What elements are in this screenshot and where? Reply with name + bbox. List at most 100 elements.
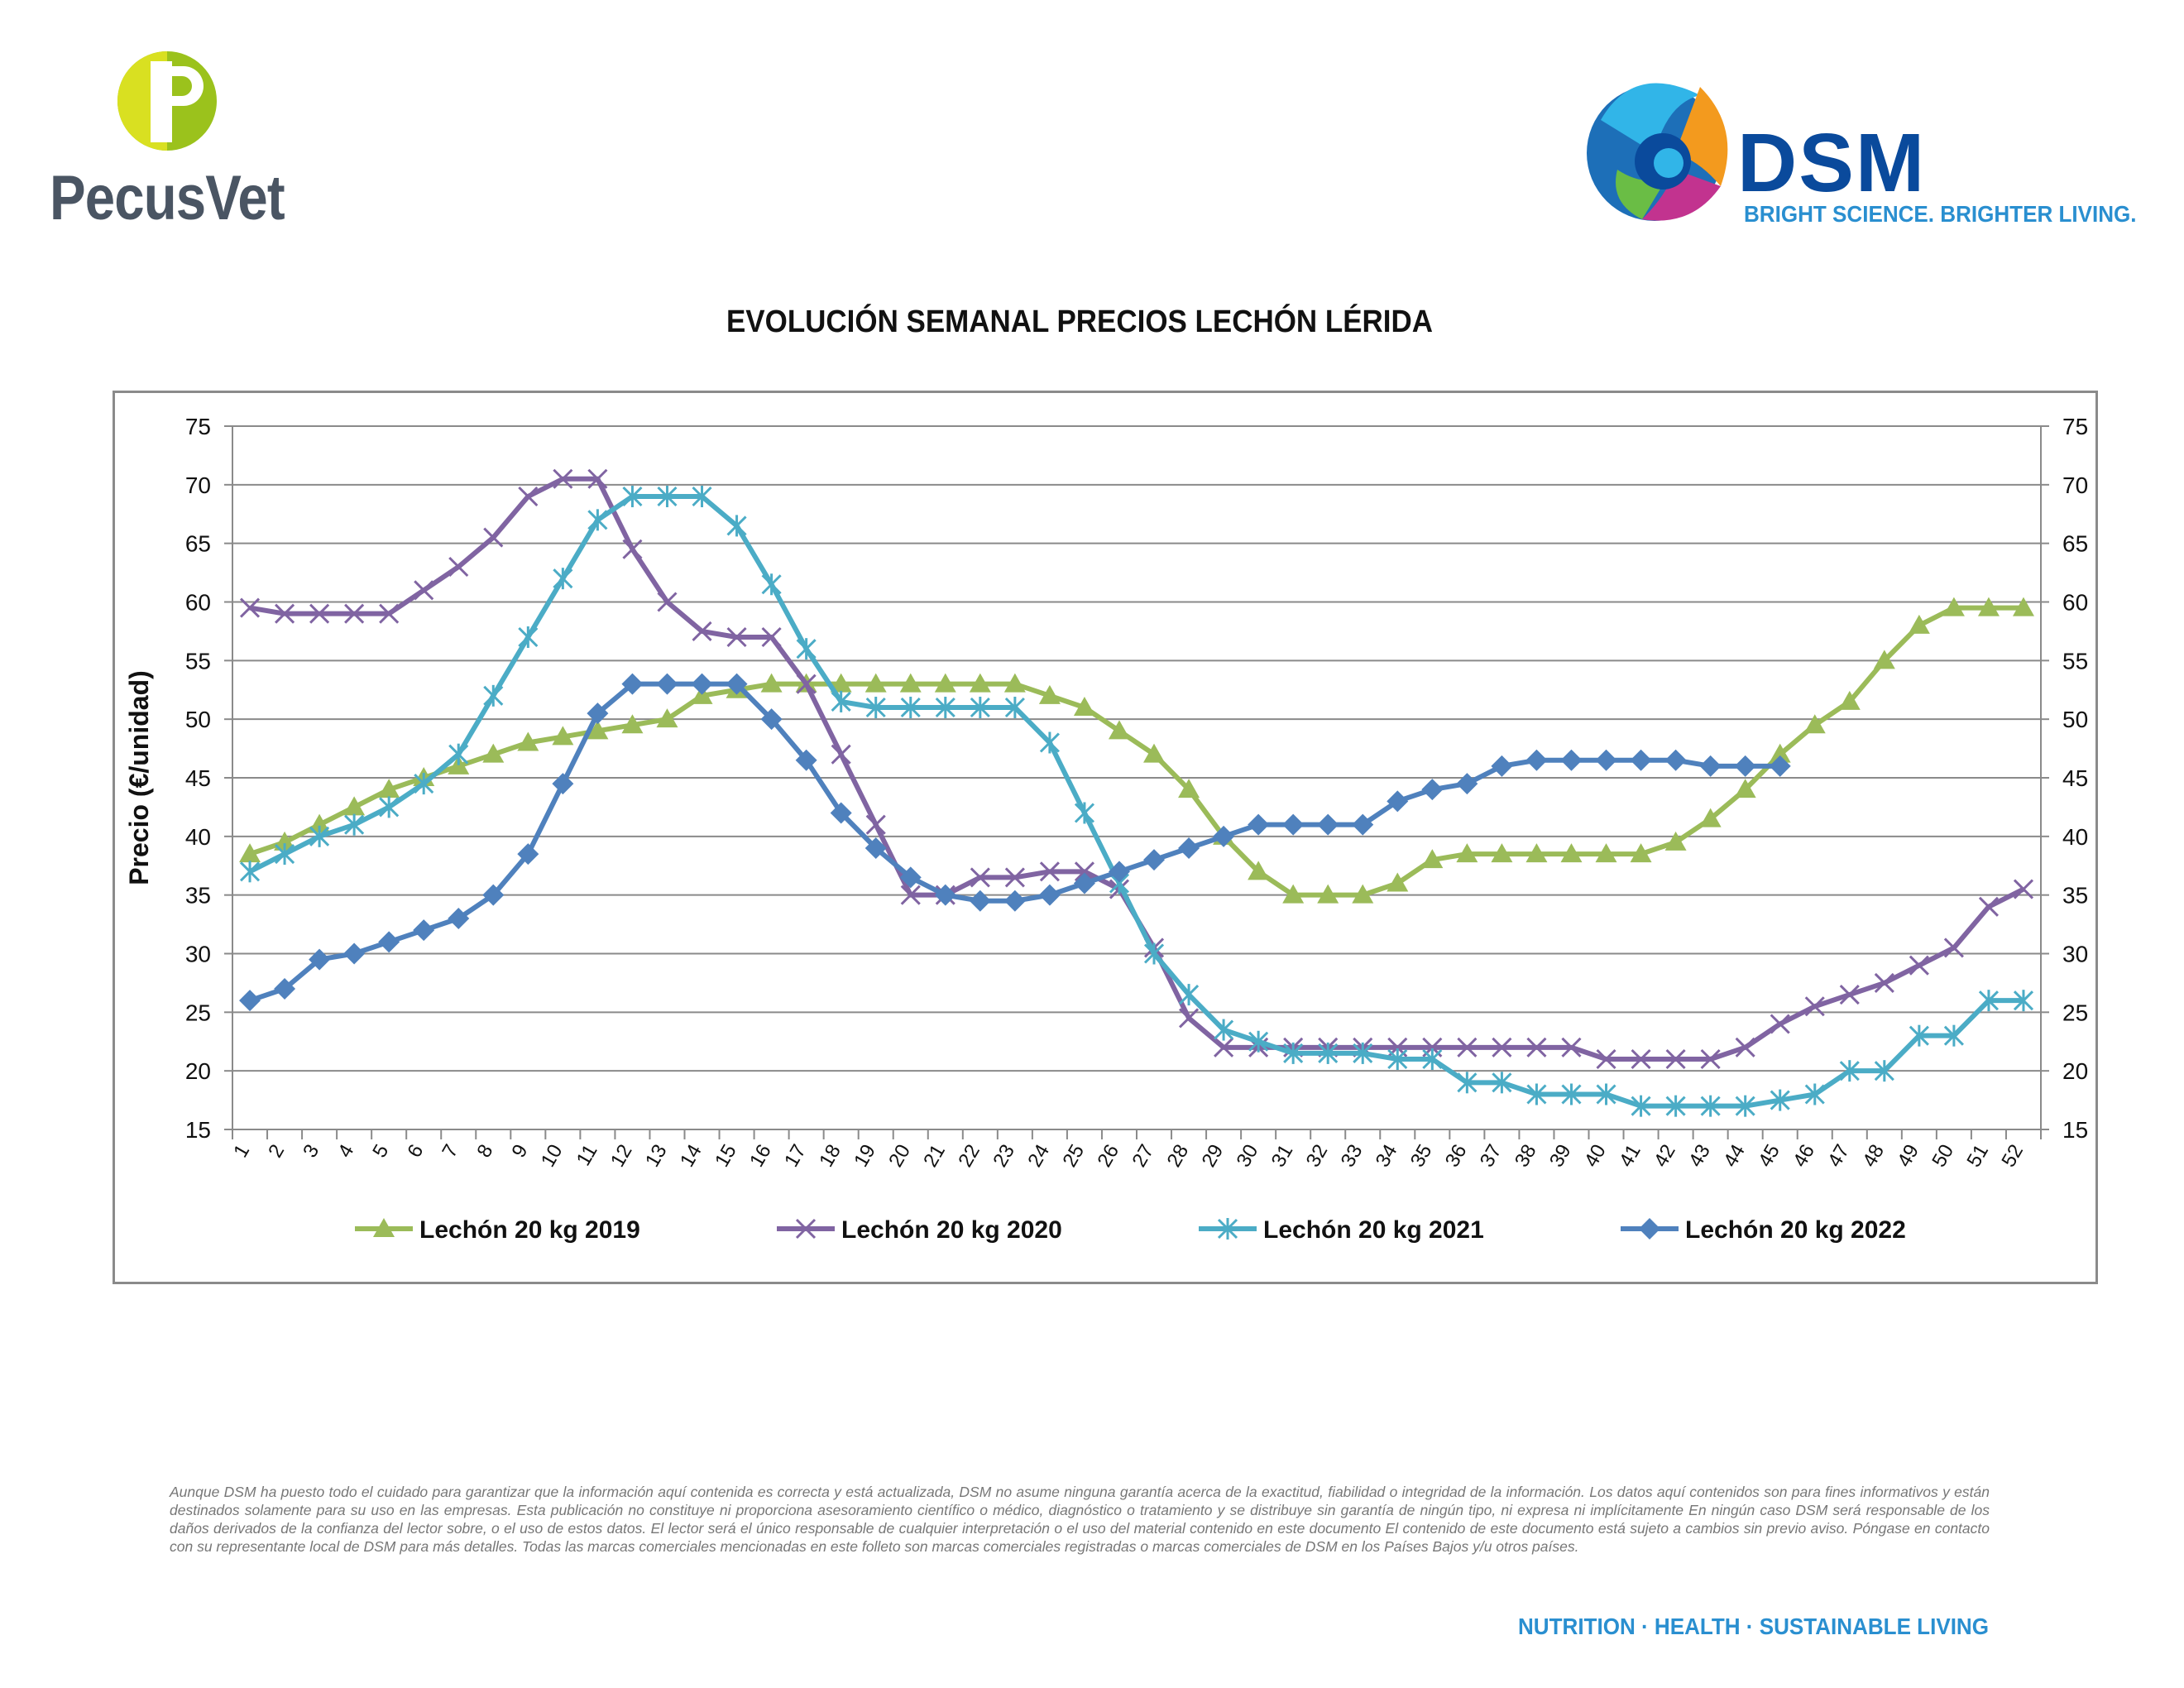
x-tick-label: 14	[676, 1141, 706, 1172]
x-tick-label: 3	[299, 1141, 323, 1162]
data-point	[1595, 749, 1617, 771]
y-tick-label-right: 75	[2062, 414, 2088, 439]
data-point	[969, 890, 991, 912]
data-point	[1318, 1042, 1339, 1064]
legend-item-2: Lechón 20 kg 2020	[777, 1216, 1062, 1244]
data-point-stroke	[1770, 1014, 1790, 1034]
data-point	[900, 885, 921, 905]
x-tick-label: 2	[264, 1141, 289, 1162]
data-point	[1804, 1083, 1825, 1105]
x-tick-label: 43	[1684, 1141, 1715, 1172]
x-tick-label: 51	[1962, 1141, 1993, 1172]
y-tick-label-left: 25	[185, 1000, 211, 1025]
data-point-stroke	[1492, 1037, 1512, 1057]
data-point	[622, 539, 643, 559]
data-point	[553, 568, 573, 590]
data-point	[1248, 1030, 1269, 1053]
data-point	[1214, 1037, 1234, 1057]
data-point	[831, 690, 851, 712]
data-point	[344, 813, 365, 836]
legend: Lechón 20 kg 2019 Lechón 20 kg 2020 Lechón…	[355, 1216, 1906, 1244]
y-tick-label-right: 65	[2062, 531, 2088, 557]
data-point	[1978, 990, 2000, 1012]
data-point	[1639, 1218, 1660, 1240]
data-point	[587, 509, 608, 531]
data-point	[864, 673, 887, 693]
data-point	[656, 708, 678, 728]
data-point	[1248, 861, 1270, 880]
x-tick-label: 4	[333, 1141, 358, 1162]
data-point	[621, 673, 644, 695]
data-point	[587, 703, 609, 725]
dsm-logo-icon	[1587, 83, 1728, 221]
x-tick-label: 39	[1545, 1141, 1576, 1172]
data-point	[1560, 843, 1583, 863]
data-point-stroke	[1804, 996, 1825, 1017]
data-point	[1664, 831, 1687, 851]
y-tick-label-right: 40	[2062, 824, 2088, 850]
data-point	[1457, 1072, 1478, 1094]
data-point-stroke	[1596, 1048, 1616, 1070]
data-point	[1874, 972, 1894, 993]
x-tick-label: 52	[1997, 1141, 2028, 1172]
data-point	[239, 843, 261, 863]
data-point	[1596, 1083, 1616, 1105]
data-point-stroke	[796, 674, 817, 694]
data-point	[239, 990, 261, 1012]
data-point	[1874, 1060, 1894, 1082]
data-point	[899, 673, 922, 693]
data-point-stroke	[1039, 861, 1060, 882]
data-point	[1282, 813, 1305, 836]
x-tick-label: 29	[1198, 1141, 1228, 1172]
data-point	[969, 673, 991, 693]
data-point-stroke	[518, 486, 539, 507]
data-point-stroke	[553, 468, 573, 489]
data-point	[1178, 779, 1200, 798]
data-point-stroke	[657, 592, 678, 612]
x-tick-label: 46	[1789, 1141, 1819, 1172]
data-point	[1073, 872, 1095, 894]
data-point-stroke	[309, 603, 330, 624]
data-point	[373, 1218, 395, 1237]
legend-label: Lechón 20 kg 2022	[1685, 1216, 1906, 1244]
data-point	[761, 626, 782, 648]
data-point-stroke	[761, 626, 782, 648]
data-point	[1804, 996, 1825, 1017]
x-tick-label: 19	[850, 1141, 880, 1172]
data-point-stroke	[900, 885, 921, 905]
data-point	[1143, 942, 1165, 965]
data-point-stroke	[1004, 867, 1025, 888]
legend-item-1: Lechón 20 kg 2019	[355, 1216, 640, 1244]
data-point	[482, 884, 505, 906]
data-point	[934, 884, 956, 906]
x-tick-label: 26	[1093, 1141, 1123, 1172]
data-point	[1908, 614, 1930, 634]
data-point	[1839, 985, 1860, 1005]
data-point-stroke	[1561, 1037, 1582, 1057]
legend-label: Lechón 20 kg 2019	[419, 1216, 640, 1244]
data-point	[1074, 802, 1095, 824]
y-tick-label-left: 65	[185, 531, 211, 557]
data-point	[1422, 1048, 1443, 1070]
y-tick-label-right: 35	[2062, 883, 2088, 909]
data-point	[865, 814, 886, 835]
data-point	[1631, 1048, 1651, 1070]
data-point	[1108, 720, 1130, 740]
data-point	[726, 673, 748, 695]
y-axis-label: Precio (€/unidad)	[124, 670, 154, 885]
y-tick-label-left: 15	[185, 1117, 211, 1143]
data-point	[2013, 879, 2034, 899]
data-point	[864, 837, 887, 859]
x-tick-label: 1	[229, 1141, 254, 1162]
data-point	[587, 720, 609, 740]
chart-frame: 15 15 20 20 25 25 30 30 35 35 40 40 45 45 50 50 55 55 60 60…	[113, 391, 2098, 1284]
y-tick-label-left: 30	[185, 942, 211, 967]
data-point	[309, 603, 330, 624]
x-tick-label: 5	[368, 1141, 393, 1162]
data-point-stroke	[274, 603, 295, 624]
data-point	[483, 527, 504, 548]
y-tick-label-right: 20	[2062, 1058, 2088, 1084]
data-point	[1387, 872, 1409, 892]
data-point	[900, 697, 921, 718]
